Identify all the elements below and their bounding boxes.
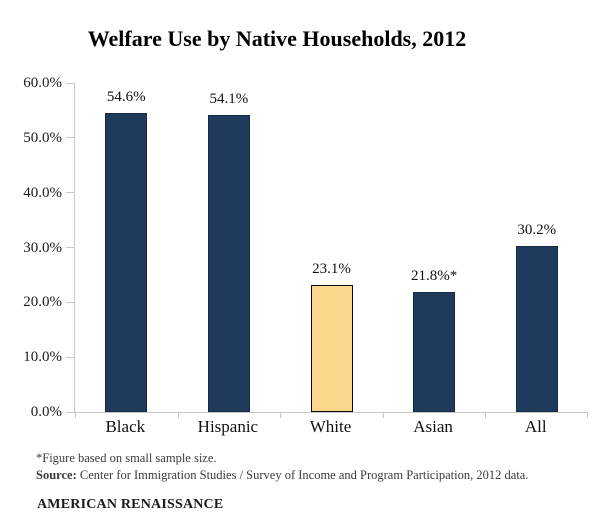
x-label-black: Black — [105, 417, 146, 436]
y-axis-tick — [66, 411, 74, 413]
y-axis-tick — [66, 192, 74, 194]
y-axis-tick — [66, 137, 74, 139]
value-label-all: 30.2% — [517, 222, 557, 239]
y-axis-tick — [66, 356, 74, 358]
y-axis-label: 0.0% — [30, 404, 62, 420]
x-axis-tick — [280, 413, 282, 418]
source-line: Source: Center for Immigration Studies /… — [36, 468, 528, 483]
y-axis-tick — [66, 82, 74, 84]
source-label: Source: — [36, 468, 77, 482]
bar-white — [310, 285, 353, 412]
attribution-american-renaissance: AMERICAN RENAISSANCE — [37, 497, 224, 512]
bar-asian — [413, 292, 456, 412]
y-axis-label: 20.0% — [23, 294, 62, 311]
x-label-all: All — [524, 417, 547, 436]
value-label-black: 54.6% — [106, 88, 146, 105]
x-axis-tick — [485, 413, 487, 418]
source-text: Center for Immigration Studies / Survey … — [76, 468, 529, 482]
x-axis-tick — [75, 413, 76, 418]
footnote-small-sample: *Figure based on small sample size. — [36, 451, 217, 465]
y-axis-label: 30.0% — [23, 239, 62, 256]
bar-black — [105, 112, 148, 412]
x-axis-tick — [177, 413, 179, 418]
x-label-white: White — [309, 417, 352, 436]
plot-area: 54.6% 54.1% 23.1% 21.8%* 30.2% — [66, 82, 588, 418]
y-axis-labels: 0.0% 10.0% 20.0% 30.0% 40.0% 50.0% 60.0% — [0, 75, 62, 420]
y-axis-tick — [66, 301, 74, 303]
bar-hispanic — [207, 115, 250, 412]
y-axis-label: 50.0% — [23, 129, 62, 146]
y-axis-tick — [66, 247, 74, 248]
y-axis-label: 10.0% — [23, 349, 62, 366]
x-axis-tick — [587, 413, 588, 418]
y-axis-label: 40.0% — [23, 184, 62, 201]
y-axis-label: 60.0% — [23, 75, 62, 91]
x-label-hispanic: Hispanic — [197, 417, 259, 436]
value-label-hispanic: 54.1% — [209, 91, 249, 108]
chart-title: Welfare Use by Native Households, 2012 — [87, 26, 467, 51]
value-label-asian: 21.8%* — [410, 268, 458, 285]
x-axis-tick — [382, 413, 384, 418]
x-label-asian: Asian — [413, 417, 453, 436]
bar-all — [515, 246, 558, 412]
value-label-white: 23.1% — [312, 261, 351, 278]
